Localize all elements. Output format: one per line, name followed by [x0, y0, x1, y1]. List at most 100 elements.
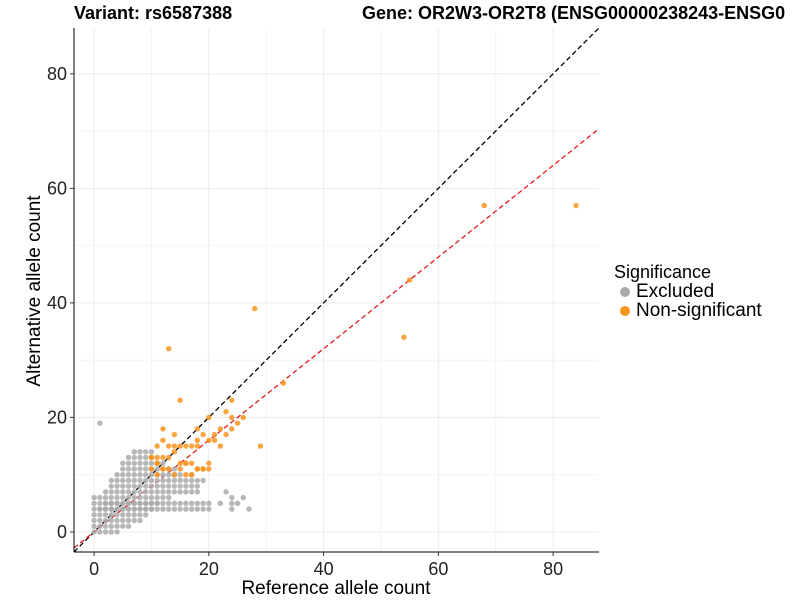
excluded-point — [131, 471, 137, 478]
excluded-point — [143, 506, 149, 512]
non-significant-point — [160, 454, 166, 461]
excluded-point — [148, 460, 155, 466]
excluded-point — [114, 471, 120, 478]
non-significant-point — [165, 443, 172, 449]
excluded-point — [171, 506, 178, 512]
non-significant-point — [481, 202, 487, 209]
non-significant-point — [183, 460, 189, 466]
excluded-point — [148, 471, 155, 478]
excluded-point — [114, 523, 120, 529]
non-significant-point — [171, 431, 178, 438]
excluded-point — [143, 466, 149, 472]
non-significant-point — [171, 443, 178, 449]
excluded-point — [148, 494, 155, 501]
excluded-point — [108, 529, 114, 535]
excluded-point — [194, 500, 201, 507]
excluded-point — [160, 506, 166, 512]
excluded-point — [91, 500, 97, 507]
non-significant-point — [206, 460, 212, 466]
excluded-point — [125, 506, 132, 512]
excluded-point — [165, 506, 172, 512]
excluded-point — [154, 483, 160, 489]
excluded-point — [102, 517, 109, 524]
excluded-point — [102, 500, 109, 507]
non-significant-point — [160, 466, 166, 472]
excluded-point — [108, 483, 114, 489]
non-significant-point — [406, 277, 413, 283]
excluded-point — [125, 477, 132, 484]
x-axis-title: Reference allele count — [241, 578, 431, 599]
excluded-point — [91, 523, 97, 529]
excluded-point — [131, 506, 137, 512]
excluded-point — [160, 494, 166, 501]
excluded-point — [137, 454, 143, 461]
excluded-point — [137, 471, 143, 478]
non-significant-point — [234, 420, 241, 426]
excluded-point — [131, 500, 137, 507]
excluded-point — [148, 506, 155, 512]
non-significant-point — [165, 454, 172, 461]
non-significant-point — [177, 460, 183, 466]
excluded-point — [143, 471, 149, 478]
excluded-point — [234, 500, 241, 507]
non-significant-point — [183, 443, 189, 449]
excluded-point — [223, 489, 229, 495]
excluded-point — [194, 489, 201, 495]
tick-labels: 0 20 40 60 80 0 20 40 60 80 — [47, 64, 563, 579]
excluded-point — [91, 529, 97, 535]
excluded-point — [120, 471, 126, 478]
excluded-point — [102, 506, 109, 512]
excluded-point — [102, 489, 109, 495]
excluded-point — [131, 449, 137, 455]
excluded-point — [188, 506, 195, 512]
excluded-point — [120, 483, 126, 489]
excluded-point — [183, 500, 189, 507]
non-significant-point — [206, 414, 212, 421]
y-tick-label: 60 — [47, 178, 67, 198]
excluded-point — [171, 489, 178, 495]
non-significant-point — [240, 414, 246, 421]
excluded-point — [206, 506, 212, 512]
y-axis-title: Alternative allele count — [24, 195, 45, 387]
excluded-point — [108, 506, 114, 512]
excluded-point — [148, 483, 155, 489]
excluded-point — [102, 523, 109, 529]
excluded-point — [143, 449, 149, 455]
excluded-point — [165, 477, 172, 484]
excluded-point — [160, 477, 166, 484]
non-significant-point — [154, 443, 160, 449]
excluded-point — [171, 477, 178, 484]
excluded-point — [108, 489, 114, 495]
non-significant-point — [160, 426, 166, 432]
non-significant-point — [165, 466, 172, 472]
excluded-point — [97, 523, 103, 529]
excluded-point — [200, 500, 206, 507]
excluded-point — [194, 483, 201, 489]
excluded-point — [229, 500, 235, 507]
excluded-point — [143, 483, 149, 489]
non-significant-point — [217, 443, 224, 449]
excluded-point — [131, 483, 137, 489]
excluded-point — [188, 477, 195, 484]
excluded-point — [137, 477, 143, 484]
excluded-point — [183, 489, 189, 495]
excluded-point — [194, 477, 201, 484]
excluded-point — [108, 494, 114, 501]
axes — [73, 28, 599, 553]
excluded-point — [120, 477, 126, 484]
excluded-point — [171, 500, 178, 507]
excluded-point — [114, 506, 120, 512]
excluded-point — [200, 477, 206, 484]
excluded-point — [246, 506, 252, 512]
non-significant-point — [252, 305, 258, 312]
non-significant-point — [171, 471, 178, 478]
excluded-point — [183, 477, 189, 484]
excluded-point — [177, 471, 183, 478]
non-significant-point — [200, 466, 206, 472]
excluded-point — [91, 512, 97, 518]
excluded-point — [171, 466, 178, 472]
excluded-point — [131, 489, 137, 495]
non-significant-point — [188, 443, 195, 449]
excluded-point — [148, 500, 155, 507]
legend-key-non-significant — [620, 305, 630, 316]
